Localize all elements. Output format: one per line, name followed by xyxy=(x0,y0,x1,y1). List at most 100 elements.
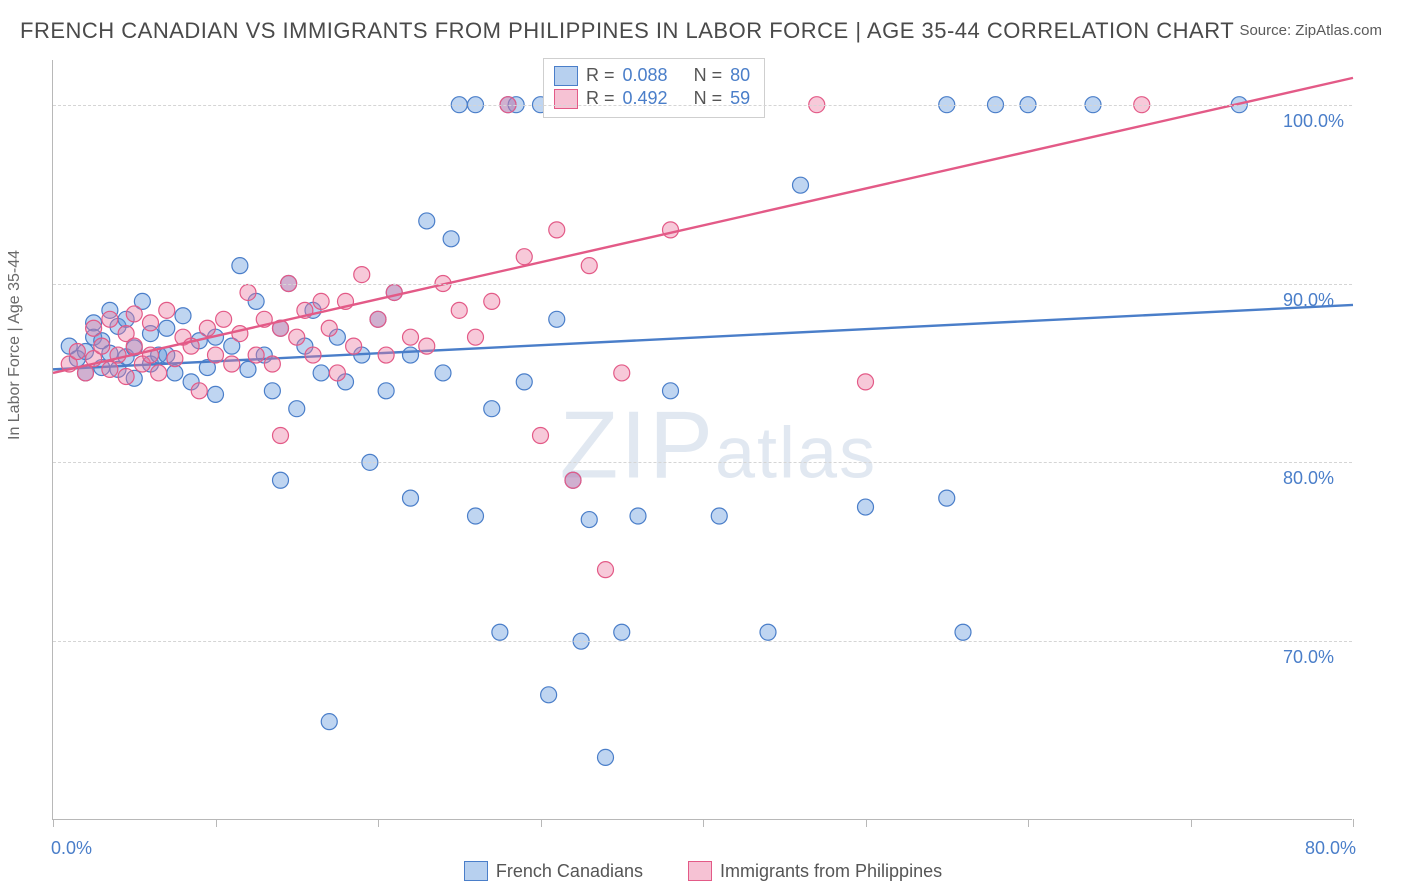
data-point xyxy=(370,311,386,327)
data-point xyxy=(321,320,337,336)
data-point xyxy=(191,383,207,399)
data-point xyxy=(419,338,435,354)
data-point xyxy=(224,356,240,372)
data-point xyxy=(614,365,630,381)
swatch-icon xyxy=(688,861,712,881)
data-point xyxy=(159,302,175,318)
data-point xyxy=(167,351,183,367)
data-point xyxy=(858,499,874,515)
source-attribution: Source: ZipAtlas.com xyxy=(1239,22,1382,39)
data-point xyxy=(598,749,614,765)
y-tick-label: 70.0% xyxy=(1283,647,1334,668)
data-point xyxy=(305,347,321,363)
r-value: 0.492 xyxy=(623,88,668,109)
data-point xyxy=(126,338,142,354)
data-point xyxy=(329,365,345,381)
data-point xyxy=(118,369,134,385)
data-point xyxy=(264,383,280,399)
data-point xyxy=(216,311,232,327)
n-value: 80 xyxy=(730,65,750,86)
n-label: N = xyxy=(694,88,723,109)
data-point xyxy=(159,320,175,336)
stats-legend-row: R = 0.492 N = 59 xyxy=(554,88,750,109)
series-legend: French Canadians Immigrants from Philipp… xyxy=(0,861,1406,887)
data-point xyxy=(403,347,419,363)
data-point xyxy=(492,624,508,640)
data-point xyxy=(541,687,557,703)
r-label: R = xyxy=(586,88,615,109)
data-point xyxy=(630,508,646,524)
data-point xyxy=(126,306,142,322)
data-point xyxy=(386,284,402,300)
data-point xyxy=(793,177,809,193)
data-point xyxy=(581,258,597,274)
legend-item: Immigrants from Philippines xyxy=(688,861,942,882)
legend-label: French Canadians xyxy=(496,861,643,882)
data-point xyxy=(167,365,183,381)
data-point xyxy=(273,472,289,488)
r-value: 0.088 xyxy=(623,65,668,86)
data-point xyxy=(240,284,256,300)
data-point xyxy=(711,508,727,524)
data-point xyxy=(663,222,679,238)
data-point xyxy=(435,365,451,381)
data-point xyxy=(565,472,581,488)
stats-legend: R = 0.088 N = 80 R = 0.492 N = 59 xyxy=(543,58,765,118)
data-point xyxy=(663,383,679,399)
trend-line xyxy=(53,78,1353,373)
data-point xyxy=(403,329,419,345)
data-point xyxy=(516,374,532,390)
data-point xyxy=(484,401,500,417)
data-point xyxy=(248,347,264,363)
y-axis-label: In Labor Force | Age 35-44 xyxy=(6,250,24,440)
y-tick-label: 80.0% xyxy=(1283,468,1334,489)
x-tick-label: 0.0% xyxy=(51,838,92,859)
y-tick-label: 90.0% xyxy=(1283,290,1334,311)
data-point xyxy=(549,222,565,238)
data-point xyxy=(69,343,85,359)
plot-area: ZIPatlas R = 0.088 N = 80 R = 0.492 N = … xyxy=(52,60,1352,820)
data-point xyxy=(175,308,191,324)
legend-label: Immigrants from Philippines xyxy=(720,861,942,882)
data-point xyxy=(321,714,337,730)
data-point xyxy=(939,490,955,506)
data-point xyxy=(313,293,329,309)
data-point xyxy=(151,365,167,381)
data-point xyxy=(955,624,971,640)
data-point xyxy=(614,624,630,640)
data-point xyxy=(468,329,484,345)
data-point xyxy=(264,356,280,372)
data-point xyxy=(598,562,614,578)
data-point xyxy=(549,311,565,327)
data-point xyxy=(86,320,102,336)
scatter-svg xyxy=(53,60,1352,819)
data-point xyxy=(403,490,419,506)
swatch-icon xyxy=(464,861,488,881)
chart-title: FRENCH CANADIAN VS IMMIGRANTS FROM PHILI… xyxy=(20,18,1234,44)
data-point xyxy=(443,231,459,247)
data-point xyxy=(378,347,394,363)
data-point xyxy=(199,320,215,336)
data-point xyxy=(468,508,484,524)
data-point xyxy=(346,338,362,354)
legend-item: French Canadians xyxy=(464,861,643,882)
data-point xyxy=(232,258,248,274)
x-tick-label: 80.0% xyxy=(1305,838,1356,859)
data-point xyxy=(289,401,305,417)
stats-legend-row: R = 0.088 N = 80 xyxy=(554,65,750,86)
data-point xyxy=(232,326,248,342)
data-point xyxy=(354,267,370,283)
data-point xyxy=(533,428,549,444)
data-point xyxy=(378,383,394,399)
data-point xyxy=(313,365,329,381)
data-point xyxy=(102,311,118,327)
data-point xyxy=(289,329,305,345)
n-label: N = xyxy=(694,65,723,86)
data-point xyxy=(760,624,776,640)
data-point xyxy=(516,249,532,265)
data-point xyxy=(419,213,435,229)
data-point xyxy=(484,293,500,309)
data-point xyxy=(94,338,110,354)
data-point xyxy=(858,374,874,390)
trend-line xyxy=(53,305,1353,369)
